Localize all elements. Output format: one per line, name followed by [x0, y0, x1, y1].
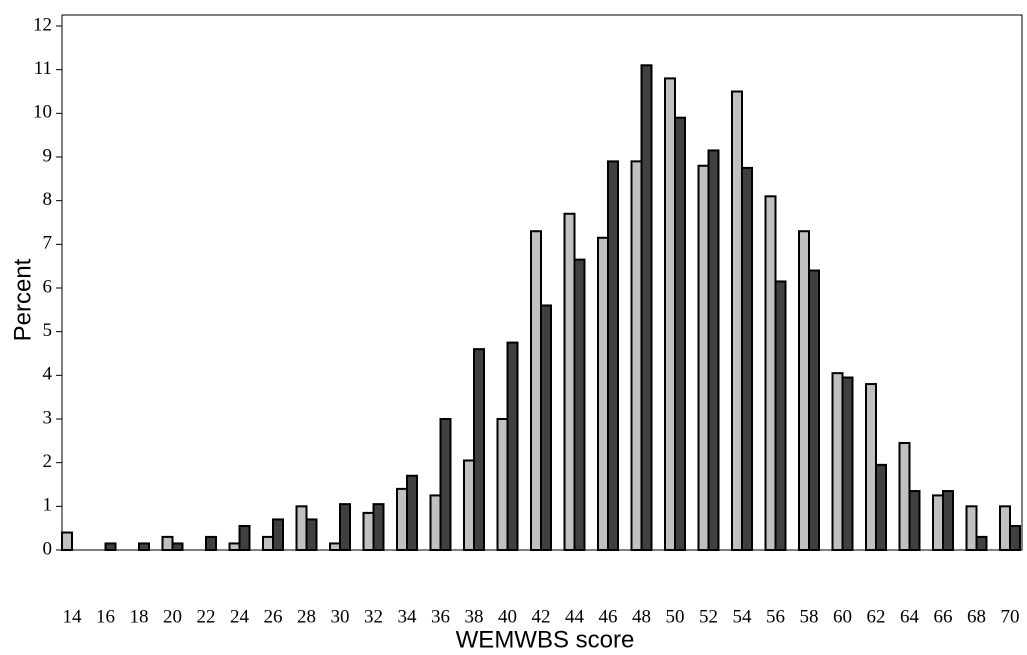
bar: [238, 524, 251, 552]
bar: [272, 518, 284, 552]
x-tick-label: 40: [498, 606, 517, 627]
bar: [1009, 524, 1021, 552]
x-tick-label: 26: [264, 606, 283, 627]
bar: [965, 505, 978, 552]
x-tick-label: 52: [699, 606, 718, 627]
bar: [161, 535, 174, 552]
x-tick-label: 34: [398, 606, 418, 627]
y-tick-label: 9: [43, 145, 53, 166]
x-tick-label: 32: [364, 606, 383, 627]
bar: [295, 505, 308, 552]
y-tick-label: 2: [43, 451, 53, 472]
x-tick-label: 62: [867, 606, 886, 627]
x-tick-label: 16: [96, 606, 115, 627]
bar: [573, 258, 586, 551]
bar: [865, 383, 877, 552]
bar: [396, 487, 408, 552]
x-tick-label: 64: [900, 606, 920, 627]
bar: [764, 195, 777, 552]
bar: [473, 348, 485, 551]
x-tick-label: 54: [733, 606, 753, 627]
bar: [540, 304, 552, 552]
x-tick-label: 36: [431, 606, 450, 627]
y-tick-label: 3: [43, 407, 53, 428]
x-axis-title: WEMWBS score: [456, 626, 635, 653]
bar: [707, 149, 720, 551]
bar: [597, 236, 609, 552]
bar: [741, 166, 753, 552]
bar: [329, 542, 341, 552]
bar: [228, 542, 241, 552]
x-tick-label: 58: [800, 606, 819, 627]
y-tick-label: 8: [43, 189, 53, 210]
bar: [875, 463, 887, 552]
y-tick-label: 11: [34, 58, 52, 79]
y-tick-label: 5: [43, 320, 53, 341]
bar: [607, 160, 619, 551]
bar: [463, 459, 475, 552]
x-tick-label: 70: [1001, 606, 1020, 627]
x-tick-label: 28: [297, 606, 316, 627]
bar: [339, 503, 351, 551]
bar: [697, 164, 710, 551]
x-tick-label: 18: [130, 606, 149, 627]
x-tick-label: 44: [565, 606, 585, 627]
x-tick-label: 46: [599, 606, 618, 627]
bar: [496, 418, 509, 551]
bar: [798, 230, 810, 551]
x-tick-label: 68: [967, 606, 986, 627]
bar: [205, 535, 217, 552]
bar: [898, 442, 911, 551]
bar: [999, 505, 1011, 552]
bar: [104, 542, 117, 552]
x-tick-label: 56: [766, 606, 785, 627]
bar: [439, 418, 452, 551]
x-tick-label: 20: [163, 606, 182, 627]
bar: [774, 280, 787, 551]
bar: [406, 474, 418, 551]
y-tick-label: 7: [43, 233, 53, 254]
bar: [61, 531, 73, 551]
bar: [841, 376, 854, 551]
y-axis-title: Percent: [9, 258, 36, 341]
x-tick-label: 30: [331, 606, 350, 627]
bar: [506, 341, 519, 552]
bar: [932, 494, 944, 551]
y-tick-label: 10: [33, 102, 52, 123]
bar: [372, 503, 385, 551]
bar: [975, 535, 988, 552]
bar: [942, 490, 954, 551]
x-tick-label: 66: [934, 606, 953, 627]
bar: [563, 212, 576, 551]
bar: [640, 64, 653, 552]
bar: [731, 90, 743, 551]
bar: [630, 160, 643, 551]
bar: [138, 542, 150, 552]
bar: [674, 116, 686, 551]
bar: [429, 494, 442, 551]
y-tick-label: 12: [33, 14, 52, 35]
bar: [262, 535, 274, 552]
bar: [171, 542, 184, 552]
bar: [908, 490, 921, 551]
bar: [808, 269, 820, 551]
bar: [664, 77, 676, 552]
y-tick-label: 1: [43, 495, 53, 516]
x-tick-label: 22: [197, 606, 216, 627]
x-tick-label: 38: [465, 606, 484, 627]
bar: [305, 518, 318, 552]
x-tick-label: 24: [230, 606, 250, 627]
x-tick-label: 50: [666, 606, 685, 627]
y-tick-label: 0: [43, 538, 53, 559]
x-tick-label: 42: [532, 606, 551, 627]
x-tick-label: 48: [632, 606, 651, 627]
bar: [831, 372, 844, 551]
x-tick-label: 60: [833, 606, 852, 627]
y-tick-label: 4: [43, 364, 53, 385]
x-tick-label: 14: [63, 606, 83, 627]
bar: [530, 230, 542, 551]
y-tick-label: 6: [43, 276, 53, 297]
bar: [362, 511, 375, 552]
